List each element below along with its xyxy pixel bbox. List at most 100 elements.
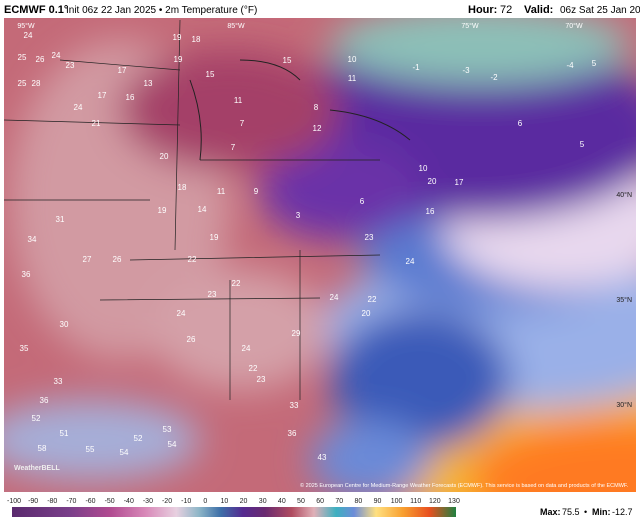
colorbar-tick-label: -50 (105, 498, 115, 505)
temperature-label: 14 (198, 205, 207, 214)
temperature-label: 54 (168, 440, 177, 449)
colorbar-tick-label: -30 (143, 498, 153, 505)
valid: 06z Sat 25 Jan 2025 (560, 5, 640, 16)
header: ECMWF 0.1° Init 06z 22 Jan 2025 • 2m Tem… (4, 4, 640, 16)
model: ECMWF 0.1° (4, 4, 68, 16)
temperature-label: 34 (28, 235, 37, 244)
longitude-label: 70°W (565, 22, 583, 30)
latitude-label: 30°N (616, 401, 632, 409)
temperature-label: 22 (188, 255, 197, 264)
temperature-label: 36 (40, 396, 49, 405)
temperature-label: 11 (217, 187, 226, 196)
init: Init 06z 22 Jan 2025 • 2m Temperature (°… (66, 5, 257, 16)
hour-label: Hour: (468, 4, 497, 16)
temperature-label: 9 (254, 187, 259, 196)
temperature-label: 33 (54, 377, 63, 386)
temperature-label: 21 (92, 119, 101, 128)
temperature-label: 19 (174, 55, 183, 64)
colorbar-tick-label: -40 (124, 498, 134, 505)
temperature-label: 27 (83, 255, 92, 264)
temperature-label: 23 (66, 61, 75, 70)
temperature-label: 26 (36, 55, 45, 64)
temperature-label: 24 (74, 103, 83, 112)
temperature-label: 10 (348, 55, 357, 64)
temperature-label: 18 (178, 183, 187, 192)
separator: • (584, 507, 587, 517)
temperature-label: 52 (32, 414, 41, 423)
temperature-label: 36 (288, 429, 297, 438)
colorbar-tick-label: 80 (354, 498, 362, 505)
temperature-label: 19 (210, 233, 219, 242)
temperature-label: 17 (118, 66, 127, 75)
temperature-label: 53 (163, 425, 172, 434)
temperature-label: 20 (428, 177, 437, 186)
temperature-label: -3 (462, 66, 470, 75)
temperature-label: 6 (360, 197, 365, 206)
temperature-label: 24 (242, 344, 251, 353)
temperature-label: 51 (60, 429, 69, 438)
temperature-label: 19 (158, 206, 167, 215)
temperature-label: 25 (18, 79, 27, 88)
temperature-label: 20 (160, 152, 169, 161)
colorbar-tick-label: 120 (429, 498, 441, 505)
temperature-label: 33 (290, 401, 299, 410)
temperature-label: 31 (56, 215, 65, 224)
colorbar-tick-label: -20 (162, 498, 172, 505)
temperature-label: 17 (455, 178, 464, 187)
temperature-label: 54 (120, 448, 129, 457)
hour: 72 (500, 4, 512, 16)
colorbar-tick-label: -70 (66, 498, 76, 505)
colorbar-tick-label: 100 (391, 498, 403, 505)
temperature-label: 52 (134, 434, 143, 443)
colorbar-tick-label: 90 (374, 498, 382, 505)
temperature-label: 29 (292, 329, 301, 338)
temperature-label: 22 (249, 364, 258, 373)
temperature-label: 16 (426, 207, 435, 216)
temperature-label: 28 (32, 79, 41, 88)
colorbar-tick-label: 40 (278, 498, 286, 505)
temperature-label: 16 (126, 93, 135, 102)
colorbar-tick-label: -10 (181, 498, 191, 505)
longitude-label: 95°W (17, 22, 35, 30)
temperature-label: 18 (192, 35, 201, 44)
temperature-label: 23 (365, 233, 374, 242)
temperature-label: 19 (173, 33, 182, 42)
temperature-label: 12 (313, 124, 322, 133)
temperature-label: 25 (18, 53, 27, 62)
temperature-label: 24 (406, 257, 415, 266)
temperature-label: 10 (419, 164, 428, 173)
temperature-label: 24 (24, 31, 33, 40)
colorbar-tick-label: 30 (259, 498, 267, 505)
colorbar-tick-label: 20 (240, 498, 248, 505)
temperature-label: 11 (234, 96, 243, 105)
colorbar (12, 507, 456, 517)
temperature-label: 15 (206, 70, 215, 79)
temperature-label: 22 (232, 279, 241, 288)
colorbar-tick-label: -60 (85, 498, 95, 505)
temperature-label: 35 (20, 344, 29, 353)
colorbar-tick-label: 50 (297, 498, 305, 505)
max-label: Max: (540, 507, 561, 517)
temperature-label: 58 (38, 444, 47, 453)
longitude-label: 85°W (227, 22, 245, 30)
temperature-label: 6 (518, 119, 523, 128)
min-label: Min: (592, 507, 611, 517)
colorbar-tick-label: -80 (47, 498, 57, 505)
temperature-label: 23 (257, 375, 266, 384)
max: 75.5 (562, 507, 580, 517)
temperature-label: 15 (283, 56, 292, 65)
temperature-label: 43 (318, 453, 327, 462)
temperature-label: 36 (22, 270, 31, 279)
temperature-label: 24 (330, 293, 339, 302)
colorbar-tick-label: 0 (203, 498, 207, 505)
temperature-label: 24 (52, 51, 61, 60)
colorbar-tick-label: 60 (316, 498, 324, 505)
temperature-label: 26 (187, 335, 196, 344)
temperature-label: 55 (86, 445, 95, 454)
min: -12.7 (612, 507, 633, 517)
colorbar-tick-label: 10 (221, 498, 229, 505)
temperature-label: 24 (177, 309, 186, 318)
footer: Max: 75.5 • Min: -12.7 (540, 507, 633, 517)
